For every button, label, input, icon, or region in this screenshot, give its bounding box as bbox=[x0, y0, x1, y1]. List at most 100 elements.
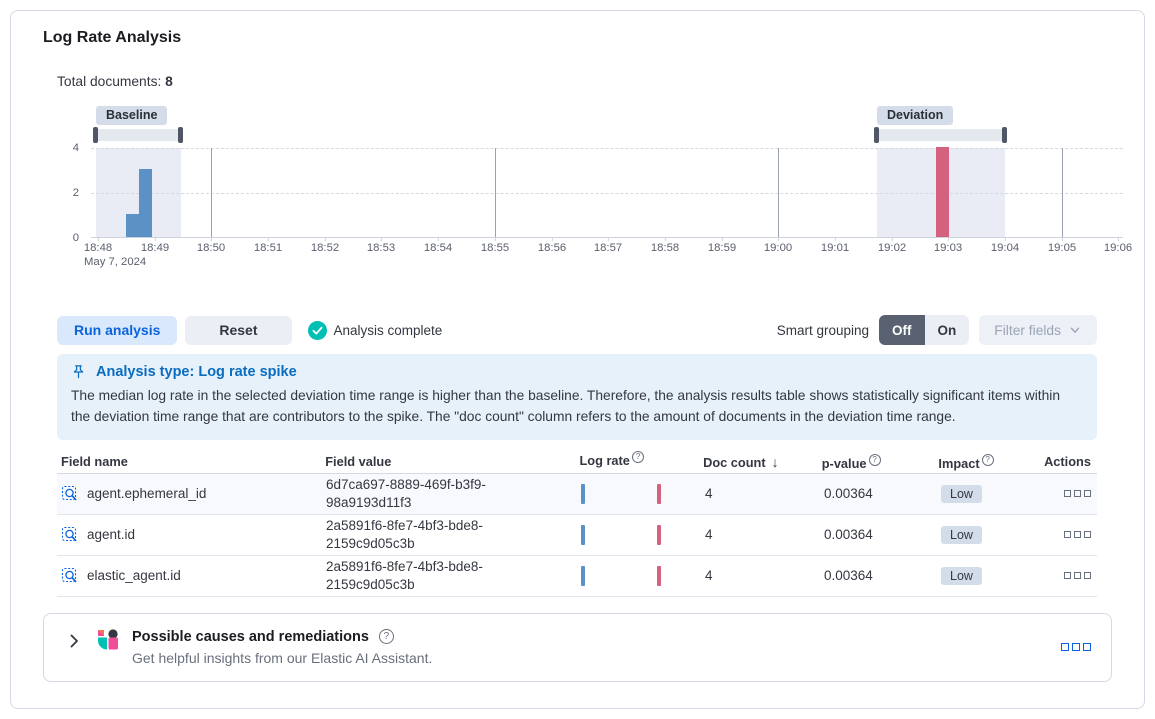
callout-body: The median log rate in the selected devi… bbox=[71, 388, 1061, 424]
impact-badge: Low bbox=[941, 566, 982, 585]
sparkline-deviation-bar bbox=[657, 483, 661, 504]
y-axis-tick: 0 bbox=[72, 232, 79, 244]
field-value: 2a5891f6-8fe7-4bf3-bde8-2159c9d05c3b bbox=[326, 517, 483, 551]
analysis-results-table: Field name Field value Log rate? Doc cou… bbox=[57, 450, 1097, 597]
table-row: agent.ephemeral_id 6d7ca697-8889-469f-b3… bbox=[57, 473, 1097, 515]
row-actions-button[interactable] bbox=[1064, 490, 1091, 498]
possible-causes-subtitle: Get helpful insights from our Elastic AI… bbox=[132, 649, 433, 666]
chevron-right-icon bbox=[70, 634, 78, 648]
x-axis-tick: 18:56 bbox=[537, 237, 567, 254]
expand-button[interactable] bbox=[64, 631, 84, 654]
table-row: agent.id 2a5891f6-8fe7-4bf3-bde8-2159c9d… bbox=[57, 515, 1097, 556]
impact-badge: Low bbox=[941, 525, 982, 544]
x-axis-tick: 18:57 bbox=[593, 237, 623, 254]
x-axis-tick: 19:03 bbox=[933, 237, 963, 254]
sparkline-baseline-bar bbox=[581, 483, 585, 504]
filter-fields-button[interactable]: Filter fields bbox=[979, 315, 1097, 345]
sparkline-deviation-bar bbox=[657, 524, 661, 545]
help-icon[interactable]: ? bbox=[378, 629, 394, 645]
page-title: Log Rate Analysis bbox=[43, 29, 182, 46]
field-value: 6d7ca697-8889-469f-b3f9-98a9193d11f3 bbox=[326, 476, 486, 510]
p-value: 0.00364 bbox=[824, 568, 873, 584]
doc-count: 4 bbox=[705, 486, 713, 502]
baseline-brush[interactable] bbox=[96, 129, 181, 141]
document-count-chart: Baseline Deviation 4 2 0 18:48 18:49 18:… bbox=[43, 98, 1132, 273]
field-filter-icon[interactable] bbox=[61, 567, 79, 585]
smart-grouping-on[interactable]: On bbox=[924, 315, 970, 345]
chevron-down-icon bbox=[1070, 327, 1080, 333]
total-documents-label: Total documents: bbox=[57, 74, 162, 89]
field-filter-icon[interactable] bbox=[61, 526, 79, 544]
x-axis-tick: 18:48 bbox=[83, 237, 113, 254]
p-value: 0.00364 bbox=[824, 527, 873, 543]
deviation-bar bbox=[936, 147, 949, 237]
row-actions-button[interactable] bbox=[1064, 531, 1091, 539]
elastic-ai-assistant-icon bbox=[98, 629, 118, 650]
x-axis-tick: 19:06 bbox=[1103, 237, 1133, 254]
x-axis-tick: 19:05 bbox=[1047, 237, 1077, 254]
x-axis-tick: 18:50 bbox=[196, 237, 226, 254]
log-rate-sparkline bbox=[577, 556, 701, 596]
analysis-status: Analysis complete bbox=[307, 320, 443, 340]
smart-grouping-toggle: Off On bbox=[879, 315, 970, 345]
p-value: 0.00364 bbox=[824, 486, 873, 502]
analysis-status-label: Analysis complete bbox=[333, 322, 443, 338]
controls-bar: Run analysis Reset Analysis complete Sma… bbox=[57, 315, 1097, 345]
x-axis-tick: 18:58 bbox=[650, 237, 680, 254]
doc-count: 4 bbox=[705, 568, 713, 584]
sparkline-deviation-bar bbox=[657, 565, 661, 586]
header-impact[interactable]: Impact? bbox=[934, 453, 1044, 470]
header-field-value: Field value bbox=[325, 454, 392, 470]
reset-button[interactable]: Reset bbox=[185, 315, 292, 345]
x-axis-tick: 19:04 bbox=[990, 237, 1020, 254]
row-actions-button[interactable] bbox=[1064, 572, 1091, 580]
x-axis-tick: 18:52 bbox=[310, 237, 340, 254]
log-rate-analysis-panel: Log Rate Analysis Total documents: 8 Bas… bbox=[10, 10, 1145, 709]
info-icon: ? bbox=[981, 453, 994, 466]
table-header-row: Field name Field value Log rate? Doc cou… bbox=[57, 450, 1097, 474]
header-field-name: Field name bbox=[61, 454, 128, 470]
total-documents: Total documents: 8 bbox=[57, 74, 1112, 89]
analysis-type-callout: Analysis type: Log rate spike The median… bbox=[57, 354, 1097, 440]
run-analysis-button[interactable]: Run analysis bbox=[57, 315, 178, 345]
smart-grouping-label: Smart grouping bbox=[776, 322, 870, 338]
field-name: elastic_agent.id bbox=[87, 568, 181, 584]
x-axis-tick: 18:54 bbox=[423, 237, 453, 254]
check-circle-icon bbox=[307, 320, 327, 340]
impact-badge: Low bbox=[941, 484, 982, 503]
total-documents-value: 8 bbox=[165, 74, 173, 89]
y-axis-tick: 2 bbox=[72, 187, 79, 199]
x-axis-tick: 18:59 bbox=[707, 237, 737, 254]
doc-count: 4 bbox=[705, 527, 713, 543]
header-actions: Actions bbox=[1044, 454, 1091, 470]
smart-grouping-off[interactable]: Off bbox=[879, 315, 925, 345]
possible-causes-panel[interactable]: Possible causes and remediations ? Get h… bbox=[43, 612, 1112, 682]
deviation-brush-right-handle[interactable] bbox=[1002, 127, 1007, 143]
chart-plot-area[interactable] bbox=[91, 147, 1123, 238]
callout-title: Analysis type: Log rate spike bbox=[96, 364, 297, 380]
info-icon: ? bbox=[631, 450, 644, 463]
deviation-badge: Deviation bbox=[877, 106, 954, 125]
baseline-brush-left-handle[interactable] bbox=[93, 127, 98, 143]
x-axis-tick: 19:00 bbox=[763, 237, 793, 254]
deviation-brush-left-handle[interactable] bbox=[874, 127, 879, 143]
panel-actions-button[interactable] bbox=[1061, 643, 1091, 652]
field-filter-icon[interactable] bbox=[61, 485, 79, 503]
sparkline-baseline-bar bbox=[581, 565, 585, 586]
x-axis-tick: 19:01 bbox=[820, 237, 850, 254]
deviation-brush[interactable] bbox=[877, 129, 1005, 141]
sort-desc-icon: ↓ bbox=[771, 453, 779, 470]
field-name: agent.ephemeral_id bbox=[87, 486, 207, 502]
baseline-badge: Baseline bbox=[96, 106, 168, 125]
header-doc-count[interactable]: Doc count ↓ bbox=[703, 453, 779, 470]
header-log-rate[interactable]: Log rate? bbox=[575, 450, 699, 473]
baseline-brush-right-handle[interactable] bbox=[178, 127, 183, 143]
header-p-value[interactable]: p-value? bbox=[818, 453, 935, 470]
table-row: elastic_agent.id 2a5891f6-8fe7-4bf3-bde8… bbox=[57, 556, 1097, 597]
log-rate-sparkline bbox=[577, 515, 701, 555]
x-axis-tick: 18:55 bbox=[480, 237, 510, 254]
y-axis-tick: 4 bbox=[72, 142, 79, 154]
baseline-bar-2 bbox=[139, 169, 152, 237]
field-name: agent.id bbox=[87, 527, 136, 543]
sparkline-baseline-bar bbox=[581, 524, 585, 545]
